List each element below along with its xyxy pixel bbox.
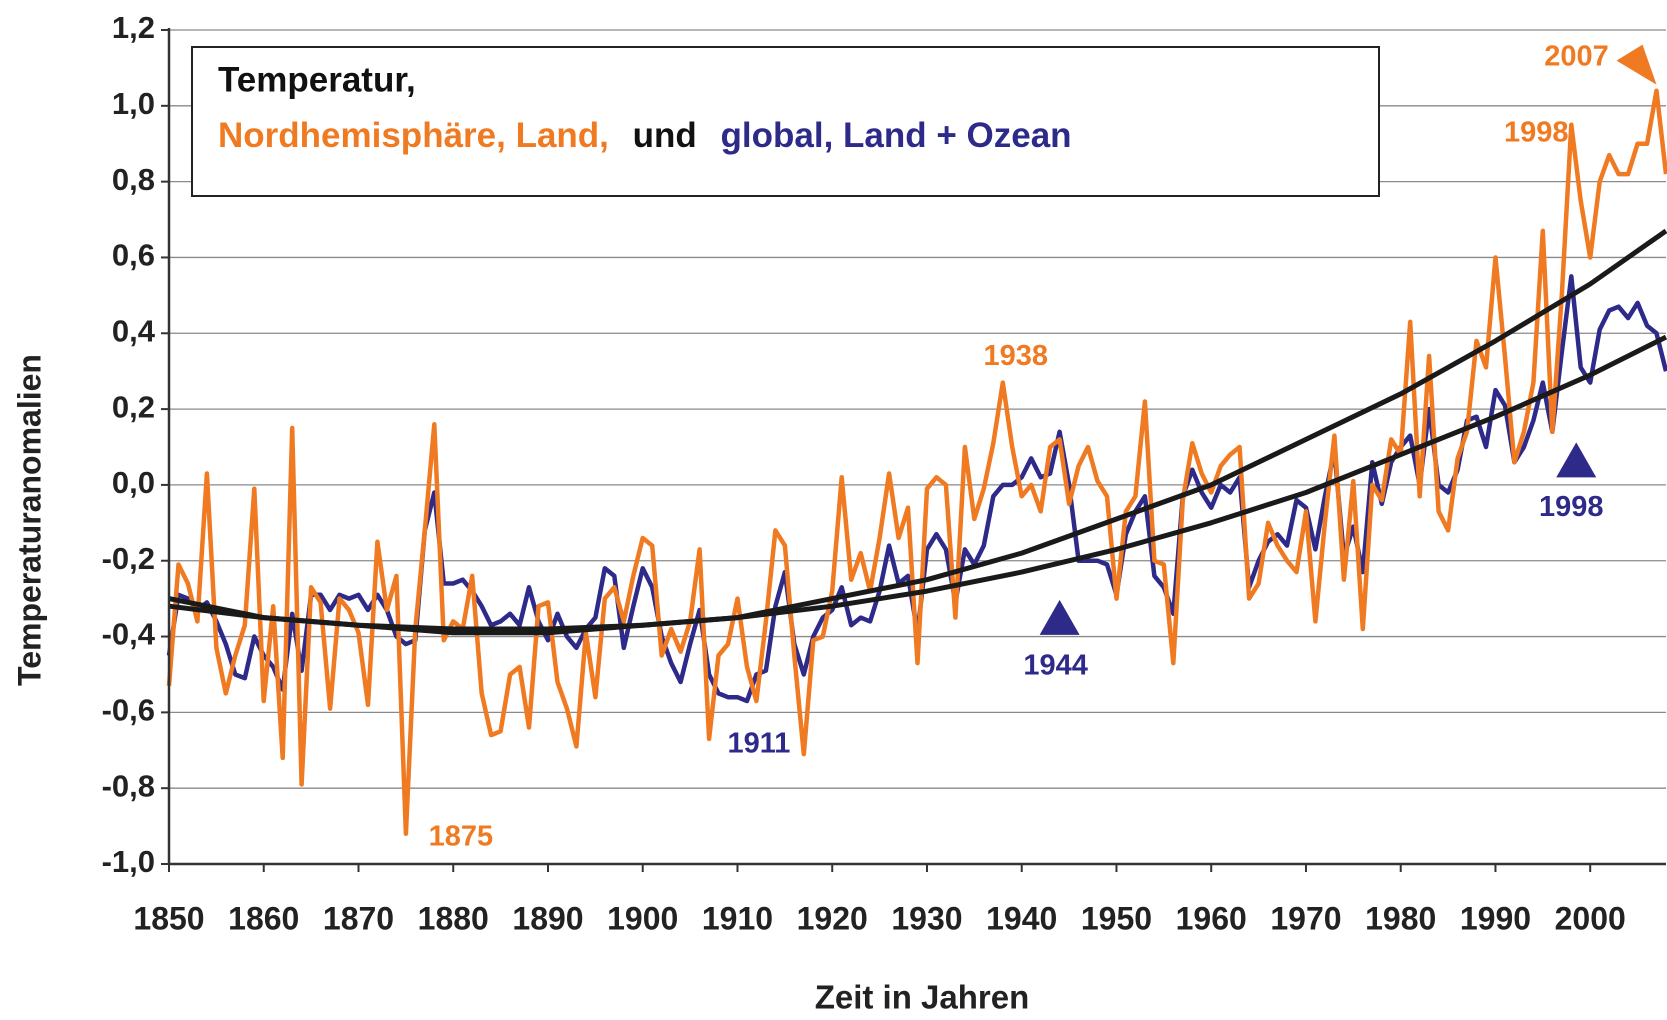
annotation-label: 1911 [727, 728, 790, 760]
series-line [166, 88, 1667, 836]
chart-title: Temperatur, [218, 60, 416, 99]
y-tick-label: 0,8 [112, 162, 155, 197]
title-box [191, 46, 1380, 197]
y-tick-label: 0,2 [112, 389, 155, 424]
annotation-label: 2007 [1544, 40, 1609, 72]
x-tick-label: 1860 [228, 900, 299, 936]
annotation-label: 1938 [984, 340, 1049, 372]
x-tick-label: 1970 [1270, 900, 1341, 936]
x-tick-label: 1910 [702, 900, 773, 936]
legend: Nordhemisphäre, Land, und global, Land +… [218, 116, 1072, 155]
x-tick-label: 1990 [1460, 900, 1531, 936]
annotation-marker [1616, 44, 1657, 85]
x-tick-label: 2000 [1555, 900, 1626, 936]
y-tick-label: 1,0 [112, 86, 155, 121]
x-tick-label: 1900 [607, 900, 678, 936]
trend-line [168, 228, 1667, 636]
x-axis-title: Zeit in Jahren [815, 979, 1030, 1015]
annotation-label: 1998 [1504, 116, 1569, 148]
x-tick-label: 1930 [891, 900, 962, 936]
y-tick-label: -0,8 [102, 768, 155, 803]
legend-connector: und [633, 116, 697, 155]
y-tick-label: 0,6 [112, 238, 155, 273]
x-tick-label: 1980 [1365, 900, 1436, 936]
legend-entry: global, Land + Ozean [721, 116, 1072, 155]
x-tick-label: 1960 [1176, 900, 1247, 936]
annotation-label: 1998 [1539, 491, 1604, 523]
annotation-marker [1556, 442, 1597, 478]
x-tick-label: 1890 [512, 900, 583, 936]
annotation-label: 1944 [1023, 649, 1088, 681]
x-tick-label: 1880 [418, 900, 489, 936]
x-tick-label: 1950 [1081, 900, 1152, 936]
annotation-label: 1875 [429, 820, 494, 852]
legend-entry: Nordhemisphäre, Land, [218, 116, 609, 155]
x-tick-label: 1870 [323, 900, 394, 936]
y-tick-label: -0,4 [102, 617, 156, 652]
y-tick-label: -1,0 [102, 844, 155, 879]
x-tick-label: 1940 [986, 900, 1057, 936]
trend-line [168, 334, 1667, 632]
annotation-marker [1039, 599, 1080, 635]
y-tick-label: 0,0 [112, 465, 155, 500]
y-tick-label: 0,4 [112, 313, 156, 348]
y-tick-label: 1,2 [112, 10, 155, 45]
x-tick-label: 1920 [797, 900, 868, 936]
y-axis-title: Temperaturanomalien [11, 354, 47, 686]
y-tick-label: -0,6 [102, 693, 155, 728]
y-tick-label: -0,2 [102, 541, 155, 576]
x-tick-label: 1850 [133, 900, 204, 936]
